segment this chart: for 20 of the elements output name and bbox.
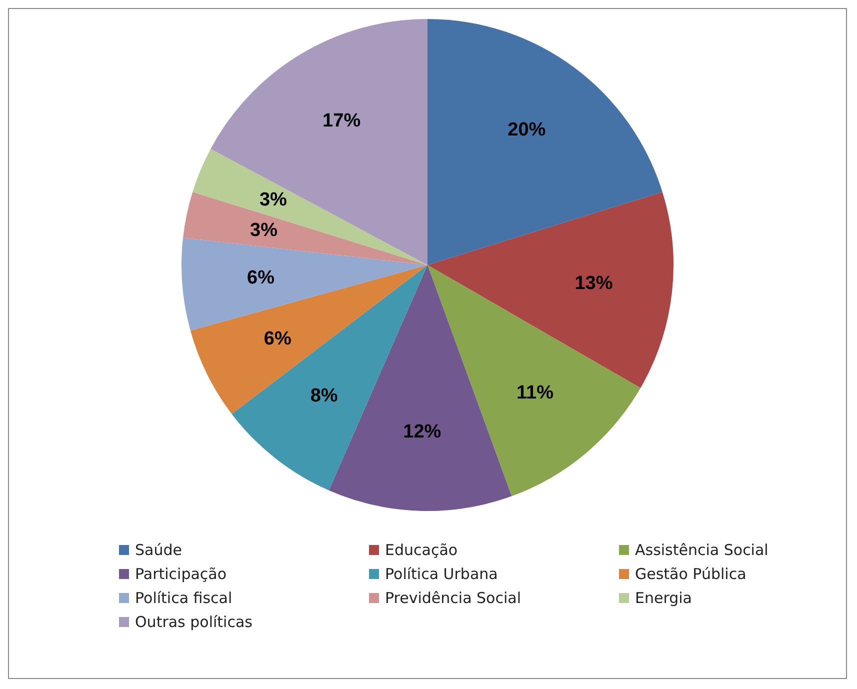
legend-label: Saúde <box>135 541 182 559</box>
legend-label: Previdência Social <box>385 589 521 607</box>
legend-label: Gestão Pública <box>635 565 746 583</box>
data-label: 3% <box>250 220 278 241</box>
data-label: 13% <box>574 272 613 294</box>
data-label: 12% <box>403 421 442 442</box>
legend-label: Participação <box>135 565 227 583</box>
data-label: 6% <box>247 267 275 288</box>
legend-label: Política fiscal <box>135 589 232 607</box>
legend-label: Educação <box>385 541 458 559</box>
legend-label: Energia <box>635 589 692 607</box>
data-label: 3% <box>259 190 288 211</box>
legend-label: Política Urbana <box>385 565 498 583</box>
legend-label: Outras políticas <box>135 613 252 631</box>
data-label: 20% <box>508 120 546 141</box>
data-label: 11% <box>516 382 554 404</box>
legend-label: Assistência Social <box>635 541 768 559</box>
data-label: 17% <box>322 110 361 132</box>
data-label: 8% <box>310 386 338 407</box>
data-label: 6% <box>264 328 292 350</box>
